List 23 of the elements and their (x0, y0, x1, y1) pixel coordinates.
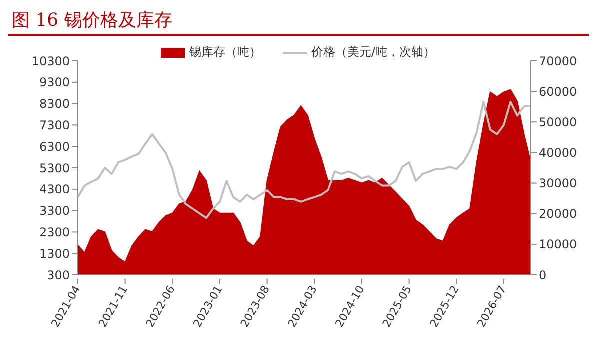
y-tick-label: 1300 (39, 246, 70, 261)
y-tick-label: 10300 (32, 54, 70, 68)
line-series (77, 100, 532, 220)
y2-tick-label: 0 (539, 268, 547, 282)
y2-tick-label: 70000 (539, 54, 578, 68)
y-tick-label: 7300 (39, 118, 70, 132)
y-tick-label: 3300 (39, 204, 70, 218)
y-tick-label: 4300 (39, 182, 70, 197)
y-tick-label: 2300 (39, 225, 70, 240)
legend-label: 锡库存（吨） (189, 44, 262, 61)
legend-label: 价格（美元/吨，次轴） (311, 44, 436, 61)
y-tick-label: 9300 (39, 76, 70, 90)
y2-tick-label: 30000 (539, 176, 578, 191)
y2-tick-label: 60000 (539, 84, 578, 99)
y-tick-label: 300 (47, 268, 70, 282)
y2-tick-label: 10000 (539, 238, 578, 252)
y2-tick-label: 40000 (539, 146, 578, 160)
y-tick-label: 5300 (39, 161, 70, 176)
y-tick-label: 6300 (39, 140, 70, 154)
y2-tick-label: 50000 (539, 115, 578, 130)
chart-title: 图 16 锡价格及库存 (11, 9, 174, 33)
y2-tick-label: 20000 (539, 207, 578, 222)
y-tick-label: 8300 (39, 97, 70, 112)
